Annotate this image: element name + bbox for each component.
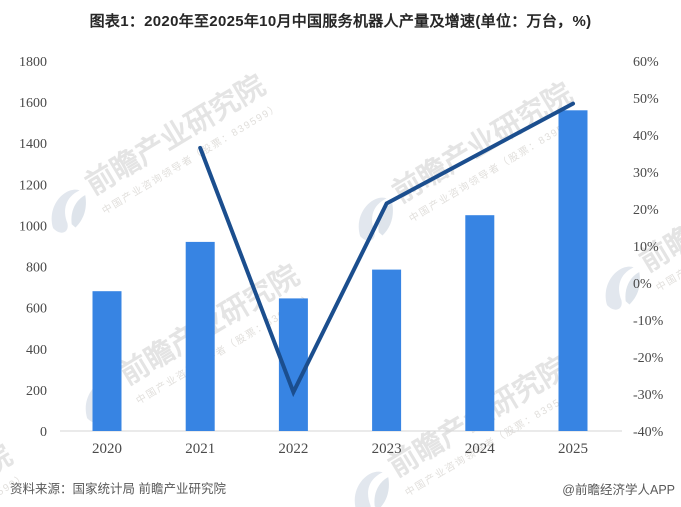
left-axis-tick: 1200 [19,178,47,193]
chart-title: 图表1：2020年至2025年10月中国服务机器人产量及增速(单位：万台，%) [89,13,592,30]
right-axis-tick: -10% [633,314,664,329]
bar-2025 [558,110,588,432]
source-note: 资料来源：国家统计局 前瞻产业研究院 [10,482,226,496]
right-axis-tick: -30% [633,388,664,403]
left-axis-tick: 1000 [19,219,47,234]
right-axis-tick: 20% [633,203,659,218]
right-axis-tick: -40% [633,425,664,440]
left-axis-tick: 1400 [19,137,47,152]
x-axis-label: 2024 [465,441,496,457]
bar-2023 [372,269,402,431]
right-axis-tick: 0% [633,277,652,292]
right-axis-tick: 60% [633,55,659,70]
bar-2020 [92,291,122,431]
bar-2024 [465,215,495,431]
x-axis-label: 2021 [185,441,215,457]
right-axis-tick: 10% [633,240,659,255]
x-axis-label: 2022 [278,441,308,457]
left-axis-tick: 400 [26,343,47,358]
x-axis-label: 2020 [92,441,122,457]
credit-note: @前瞻经济学人APP [562,483,675,497]
x-axis-label: 2025 [558,441,588,457]
left-axis-tick: 800 [26,261,47,276]
right-axis-tick: 30% [633,166,659,181]
x-axis-label: 2023 [372,441,402,457]
right-axis-tick: -20% [633,351,664,366]
left-axis-tick: 1800 [19,55,47,70]
left-axis-tick: 0 [40,425,47,440]
right-axis-tick: 50% [633,92,659,107]
right-axis-tick: 40% [633,129,659,144]
left-axis-tick: 200 [26,384,47,399]
left-axis-tick: 1600 [19,96,47,111]
bar-2021 [185,241,215,431]
left-axis-tick: 600 [26,302,47,317]
